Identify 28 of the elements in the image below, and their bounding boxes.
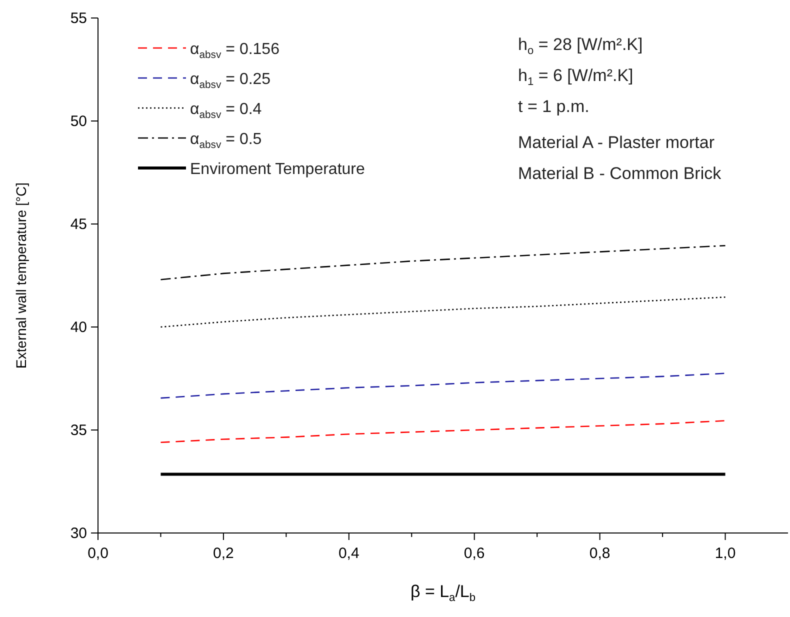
x-tick-label: 0,0	[88, 545, 108, 562]
legend-label: α$_{absv}$ = 0.25	[190, 71, 271, 90]
y-tick-label: 30	[70, 525, 87, 542]
x-tick-label: 0,6	[464, 545, 485, 562]
annotation: t = 1 p.m.	[518, 97, 590, 116]
annotation: Material B - Common Brick	[518, 164, 722, 183]
y-axis-title: External wall temperature [°C]	[13, 182, 29, 369]
legend-label: α$_{absv}$ = 0.156	[190, 41, 280, 60]
legend-label: Enviroment Temperature	[190, 161, 365, 178]
annotation: Material A - Plaster mortar	[518, 133, 715, 152]
line-series	[160, 296, 726, 328]
x-tick-label: 0,2	[213, 545, 234, 562]
annotation: h$_{1}$ = 6 [W/m².K]	[518, 66, 634, 88]
y-tick-label: 40	[70, 319, 87, 336]
legend-label: α$_{absv}$ = 0.5	[190, 131, 262, 150]
y-tick-label: 50	[70, 113, 87, 130]
annotation: h$_{o}$ = 28 [W/m².K]	[518, 35, 643, 57]
y-tick-label: 55	[70, 10, 87, 27]
y-tick-label: 35	[70, 422, 87, 439]
x-tick-label: 0,8	[589, 545, 610, 562]
legend-label: α$_{absv}$ = 0.4	[190, 101, 262, 120]
line-series	[160, 244, 726, 280]
x-tick-label: 0,4	[338, 545, 360, 562]
line-series	[160, 420, 726, 444]
y-tick-label: 45	[70, 216, 87, 233]
x-axis-title: β = L$_{a}$/L$_{b}$	[410, 582, 476, 604]
line-series	[160, 372, 726, 399]
x-tick-label: 1,0	[714, 545, 736, 562]
